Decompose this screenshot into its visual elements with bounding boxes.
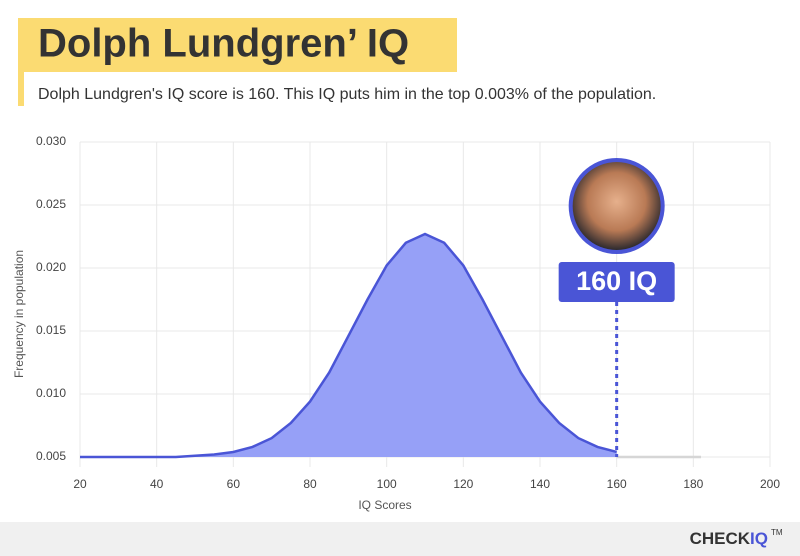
- title: Dolph Lundgren’ IQ: [38, 22, 409, 66]
- x-tick-label: 120: [453, 477, 473, 491]
- y-tick-label: 0.020: [36, 260, 66, 274]
- area: [80, 233, 617, 457]
- brand-name: CHECK: [690, 529, 751, 548]
- y-axis-label: Frequency in population: [12, 250, 26, 378]
- y-tick-label: 0.030: [36, 134, 66, 148]
- x-tick-label: 160: [607, 477, 627, 491]
- x-tick-label: 80: [303, 477, 317, 491]
- y-tick-label: 0.025: [36, 197, 66, 211]
- portrait: [568, 158, 665, 254]
- marker-badge: [558, 262, 675, 302]
- y-tick-label: 0.005: [36, 449, 66, 463]
- x-tick-label: 40: [150, 477, 164, 491]
- portrait-image: [572, 162, 661, 250]
- brand-mark: TM: [771, 528, 783, 537]
- y-tick-label: 0.010: [36, 386, 66, 400]
- x-tick-label: 60: [227, 477, 241, 491]
- footer: [0, 522, 800, 556]
- title-box: [18, 18, 457, 72]
- marker-label: 160 IQ: [576, 266, 657, 296]
- subtitle: Dolph Lundgren's IQ score is 160. This I…: [38, 86, 656, 103]
- curve: [80, 232, 617, 459]
- x-axis-label: IQ Scores: [358, 498, 411, 512]
- x-tick-label: 200: [760, 477, 780, 491]
- brand-accent: IQ: [750, 529, 768, 548]
- y-tick-label: 0.015: [36, 323, 66, 337]
- x-tick-label: 100: [377, 477, 397, 491]
- x-tick-label: 180: [683, 477, 703, 491]
- x-tick-label: 20: [73, 477, 87, 491]
- brand-logo: CHECKIQ: [690, 529, 768, 548]
- x-tick-label: 140: [530, 477, 550, 491]
